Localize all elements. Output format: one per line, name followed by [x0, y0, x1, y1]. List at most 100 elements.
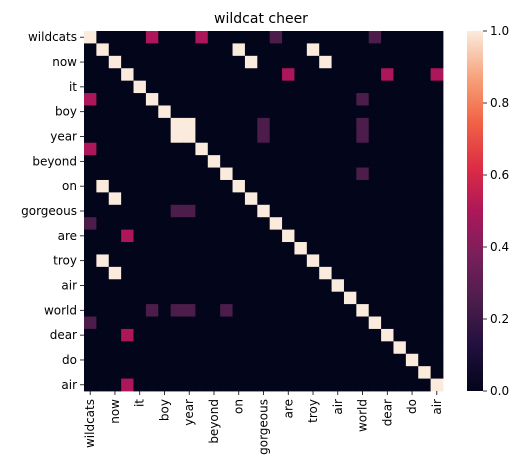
- heatmap-cell: [195, 80, 209, 94]
- heatmap-cell: [108, 155, 122, 168]
- heatmap-cell: [232, 31, 246, 44]
- heatmap-cell: [84, 229, 97, 243]
- heatmap-cell: [170, 254, 184, 268]
- heatmap-cell: [170, 105, 184, 119]
- heatmap-cell: [405, 378, 419, 392]
- heatmap-cell: [430, 341, 444, 355]
- heatmap-cell: [145, 279, 159, 293]
- heatmap-cell: [368, 242, 382, 255]
- heatmap-cell: [393, 304, 407, 317]
- heatmap-cell: [145, 304, 159, 317]
- heatmap-cell: [183, 55, 196, 69]
- heatmap-cell: [405, 266, 419, 280]
- heatmap-cell: [232, 117, 246, 131]
- heatmap-cell: [244, 328, 258, 342]
- heatmap-cell: [183, 242, 196, 255]
- heatmap-cell: [331, 328, 345, 342]
- heatmap-cell: [282, 167, 295, 181]
- heatmap-cell: [195, 93, 209, 106]
- heatmap-cell: [84, 68, 97, 82]
- heatmap-cell: [257, 43, 271, 57]
- heatmap-cell: [133, 204, 147, 218]
- heatmap-cell: [133, 167, 147, 181]
- heatmap-cell: [294, 328, 308, 342]
- heatmap-cell: [269, 130, 283, 144]
- heatmap-cell: [331, 167, 345, 181]
- heatmap-cell: [393, 378, 407, 392]
- heatmap-cell: [319, 55, 332, 69]
- heatmap-cell: [195, 366, 209, 379]
- y-tick-label: year: [50, 130, 77, 144]
- heatmap-cell: [121, 167, 134, 181]
- heatmap-cell: [244, 167, 258, 181]
- heatmap-cell: [331, 254, 345, 268]
- heatmap-cell: [133, 117, 147, 131]
- heatmap-cell: [269, 167, 283, 181]
- y-axis: wildcats now it boy year beyond on gorgeous are t…: [21, 30, 84, 392]
- heatmap-cell: [418, 179, 432, 193]
- heatmap-cell: [282, 117, 295, 131]
- heatmap-cell: [405, 254, 419, 268]
- heatmap-cell: [183, 254, 196, 268]
- heatmap-cell: [133, 304, 147, 317]
- heatmap-cell: [244, 142, 258, 156]
- heatmap-cell: [368, 304, 382, 317]
- heatmap-cell: [393, 155, 407, 168]
- heatmap-cell: [257, 366, 271, 379]
- heatmap-cell: [393, 328, 407, 342]
- heatmap-cell: [257, 105, 271, 119]
- heatmap-cell: [195, 142, 209, 156]
- heatmap-cell: [207, 291, 221, 305]
- heatmap-cell: [269, 328, 283, 342]
- heatmap-cell: [158, 68, 172, 82]
- heatmap-cell: [183, 105, 196, 119]
- heatmap-cell: [405, 341, 419, 355]
- heatmap-cell: [158, 142, 172, 156]
- heatmap-cell: [282, 291, 295, 305]
- heatmap-cell: [121, 155, 134, 168]
- heatmap-cell: [331, 80, 345, 94]
- heatmap-cell: [356, 304, 370, 317]
- heatmap-cell: [393, 179, 407, 193]
- heatmap-cell: [145, 316, 159, 330]
- heatmap-cell: [158, 204, 172, 218]
- heatmap-cell: [331, 55, 345, 69]
- heatmap-cell: [381, 31, 394, 44]
- heatmap-cell: [282, 279, 295, 293]
- heatmap-cell: [343, 68, 357, 82]
- heatmap-cell: [84, 378, 97, 392]
- heatmap-cell: [356, 204, 370, 218]
- heatmap-cell: [356, 68, 370, 82]
- heatmap-cell: [207, 328, 221, 342]
- heatmap-cell: [282, 229, 295, 243]
- heatmap-cell: [343, 142, 357, 156]
- heatmap-cell: [207, 93, 221, 106]
- heatmap-cell: [368, 55, 382, 69]
- heatmap-cell: [319, 192, 332, 206]
- heatmap-cell: [84, 341, 97, 355]
- heatmap-cell: [183, 31, 196, 44]
- heatmap-cell: [121, 353, 134, 367]
- heatmap-cell: [195, 31, 209, 44]
- heatmap-cell: [343, 242, 357, 255]
- heatmap-cell: [232, 93, 246, 106]
- heatmap-cell: [381, 167, 394, 181]
- heatmap-cell: [84, 204, 97, 218]
- heatmap-cell: [269, 204, 283, 218]
- heatmap-cell: [220, 378, 233, 392]
- heatmap-cell: [306, 378, 320, 392]
- heatmap-cell: [393, 192, 407, 206]
- heatmap-cell: [220, 93, 233, 106]
- heatmap-cell: [133, 254, 147, 268]
- x-tick-label: are: [281, 399, 295, 418]
- heatmap-cell: [133, 217, 147, 231]
- heatmap-cell: [418, 130, 432, 144]
- heatmap-cell: [244, 105, 258, 119]
- heatmap-cell: [269, 117, 283, 131]
- heatmap-cell: [108, 55, 122, 69]
- heatmap-cell: [269, 242, 283, 255]
- heatmap-cell: [195, 254, 209, 268]
- colorbar-axis: 0.0 0.2 0.4 0.6 0.8 1.0: [483, 24, 509, 398]
- heatmap-cell: [145, 242, 159, 255]
- heatmap-cell: [331, 117, 345, 131]
